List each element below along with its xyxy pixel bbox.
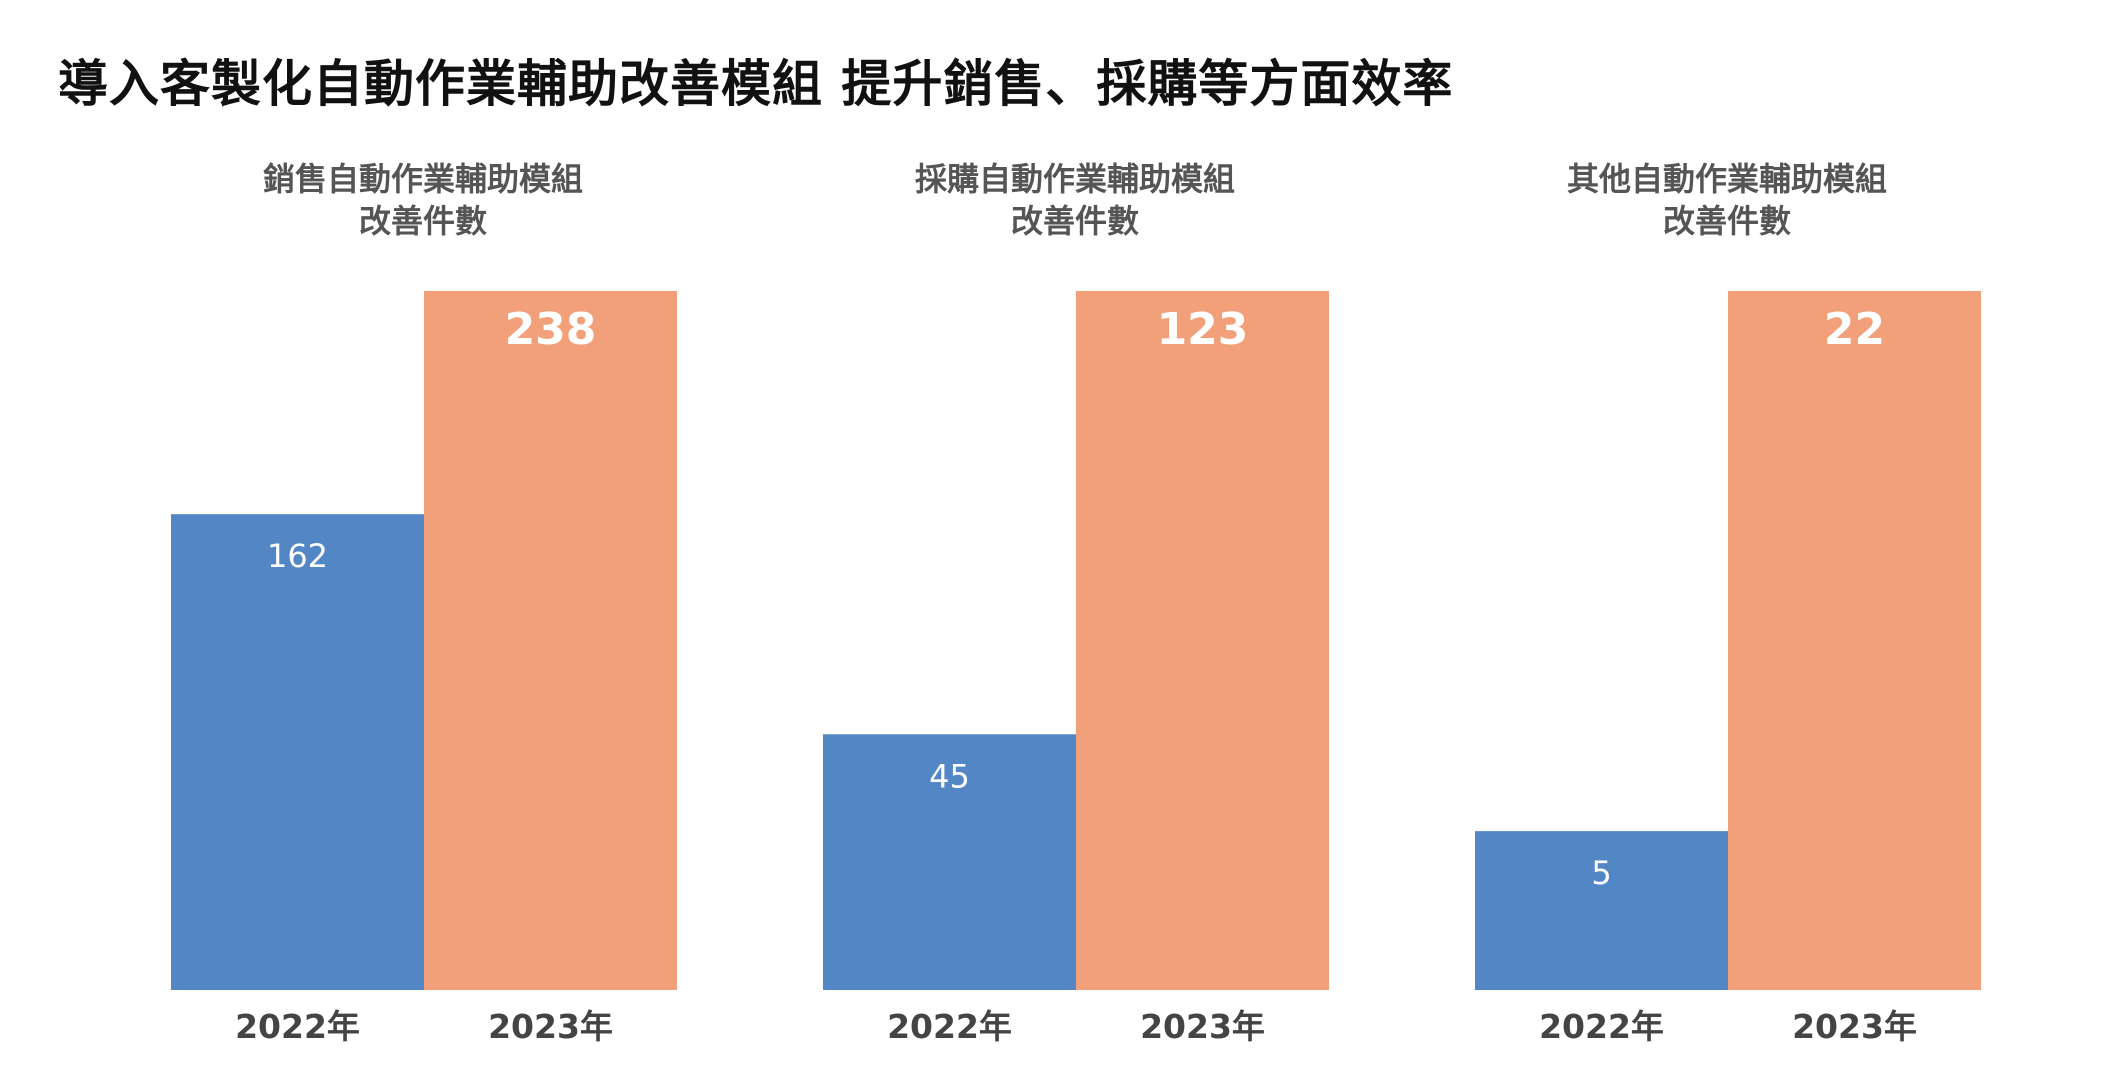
- data-label: 22: [1824, 304, 1885, 355]
- data-label: 162: [267, 537, 328, 575]
- category-label: 2022年: [887, 1007, 1012, 1046]
- chart-title-line-2: 改善件數: [358, 202, 487, 240]
- chart-title-other: 其他自動作業輔助模組 改善件數: [1407, 158, 2047, 242]
- category-label: 2023年: [1792, 1007, 1917, 1046]
- category-label: 2022年: [235, 1007, 360, 1046]
- data-label: 123: [1157, 304, 1249, 355]
- chart-title-purchasing: 採購自動作業輔助模組 改善件數: [755, 158, 1395, 242]
- category-label: 2023年: [1140, 1007, 1265, 1046]
- chart-other: 5 2022年 22 2023年: [1475, 291, 1981, 1046]
- category-label: 2022年: [1539, 1007, 1664, 1046]
- bar-2023: [424, 291, 677, 990]
- chart-title-sales: 銷售自動作業輔助模組 改善件數: [103, 158, 743, 242]
- chart-title-line-2: 改善件數: [1010, 202, 1139, 240]
- chart-title-line-2: 改善件數: [1662, 202, 1791, 240]
- data-label: 45: [929, 757, 970, 795]
- chart-sales: 162 2022年 238 2023年: [171, 291, 677, 1046]
- chart-title-line-1: 採購自動作業輔助模組: [914, 160, 1235, 198]
- bar-2023: [1076, 291, 1329, 990]
- bar-2022: [823, 734, 1076, 990]
- chart-title-line-1: 其他自動作業輔助模組: [1566, 160, 1887, 198]
- chart-purchasing: 45 2022年 123 2023年: [823, 291, 1329, 1046]
- data-label: 238: [505, 304, 597, 355]
- page-title: 導入客製化自動作業輔助改善模組 提升銷售、採購等方面效率: [58, 55, 1454, 113]
- chart-title-line-1: 銷售自動作業輔助模組: [262, 160, 583, 198]
- bar-2022: [171, 514, 424, 990]
- category-label: 2023年: [488, 1007, 613, 1046]
- bar-2023: [1728, 291, 1981, 990]
- data-label: 5: [1591, 854, 1611, 892]
- bar-2022: [1475, 831, 1728, 990]
